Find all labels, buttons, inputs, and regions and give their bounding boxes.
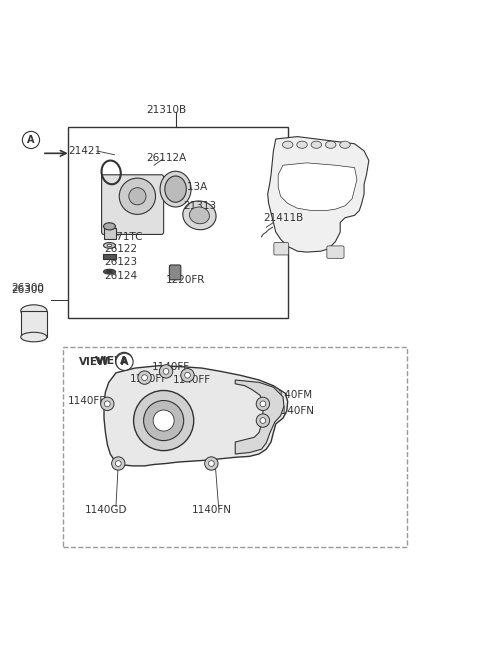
Text: 26300: 26300	[11, 286, 44, 295]
FancyBboxPatch shape	[274, 242, 288, 255]
Ellipse shape	[21, 305, 47, 317]
FancyBboxPatch shape	[102, 175, 164, 234]
Ellipse shape	[325, 141, 336, 148]
Text: 26122: 26122	[104, 244, 137, 253]
FancyBboxPatch shape	[104, 228, 116, 239]
Circle shape	[138, 371, 151, 384]
Circle shape	[260, 401, 266, 407]
Text: 26300: 26300	[11, 283, 44, 293]
Circle shape	[142, 375, 147, 381]
Text: 1140FF: 1140FF	[130, 373, 168, 384]
Circle shape	[116, 460, 121, 466]
Text: 1140GD: 1140GD	[85, 505, 128, 515]
Text: VIEW: VIEW	[79, 357, 110, 367]
Circle shape	[208, 460, 214, 466]
Circle shape	[256, 414, 270, 427]
Text: 1140FN: 1140FN	[192, 505, 231, 515]
Ellipse shape	[311, 141, 322, 148]
Circle shape	[144, 400, 184, 441]
Text: 26113A: 26113A	[168, 181, 208, 192]
Polygon shape	[104, 365, 288, 466]
Text: 26123: 26123	[104, 257, 137, 267]
Polygon shape	[278, 163, 357, 210]
FancyBboxPatch shape	[21, 310, 47, 337]
Circle shape	[105, 401, 110, 407]
Circle shape	[181, 369, 194, 382]
Circle shape	[112, 457, 125, 470]
Ellipse shape	[21, 332, 47, 342]
Text: 1571TC: 1571TC	[103, 232, 143, 242]
FancyBboxPatch shape	[327, 246, 344, 258]
Text: VIEW: VIEW	[96, 356, 128, 366]
Text: 26112A: 26112A	[146, 153, 186, 163]
Ellipse shape	[297, 141, 307, 148]
Text: 1140FM: 1140FM	[272, 390, 313, 400]
Text: A: A	[27, 135, 35, 145]
Text: 1140FN: 1140FN	[275, 406, 315, 416]
Ellipse shape	[160, 171, 191, 207]
Ellipse shape	[107, 244, 112, 247]
Circle shape	[163, 369, 169, 374]
Text: A: A	[120, 356, 128, 366]
Ellipse shape	[104, 242, 116, 248]
Polygon shape	[268, 137, 369, 252]
Circle shape	[204, 457, 218, 470]
Circle shape	[101, 397, 114, 411]
Circle shape	[129, 188, 146, 205]
FancyBboxPatch shape	[169, 265, 181, 280]
Circle shape	[116, 352, 132, 369]
Text: 26124: 26124	[104, 271, 137, 281]
Text: 1220FR: 1220FR	[166, 275, 205, 285]
Ellipse shape	[104, 269, 116, 274]
Ellipse shape	[165, 176, 186, 202]
Circle shape	[153, 410, 174, 431]
Text: A: A	[121, 357, 128, 367]
Circle shape	[23, 132, 39, 149]
Text: 21310B: 21310B	[146, 105, 186, 115]
Ellipse shape	[340, 141, 350, 148]
Circle shape	[260, 418, 266, 423]
Circle shape	[256, 397, 270, 411]
Circle shape	[133, 390, 194, 451]
Ellipse shape	[282, 141, 293, 148]
Circle shape	[116, 353, 133, 371]
Text: 21421: 21421	[68, 146, 101, 156]
Text: 1140FF: 1140FF	[173, 375, 211, 385]
Circle shape	[185, 372, 191, 378]
Text: 21411B: 21411B	[263, 213, 303, 223]
Ellipse shape	[104, 223, 116, 230]
FancyBboxPatch shape	[103, 253, 116, 259]
Circle shape	[119, 178, 156, 214]
Ellipse shape	[107, 271, 112, 273]
Text: 21313: 21313	[183, 201, 216, 211]
Polygon shape	[235, 380, 284, 454]
Ellipse shape	[190, 207, 209, 224]
Ellipse shape	[183, 201, 216, 230]
Text: 1140FF: 1140FF	[152, 362, 190, 371]
Circle shape	[159, 365, 173, 378]
Text: 1140FF: 1140FF	[68, 396, 107, 407]
